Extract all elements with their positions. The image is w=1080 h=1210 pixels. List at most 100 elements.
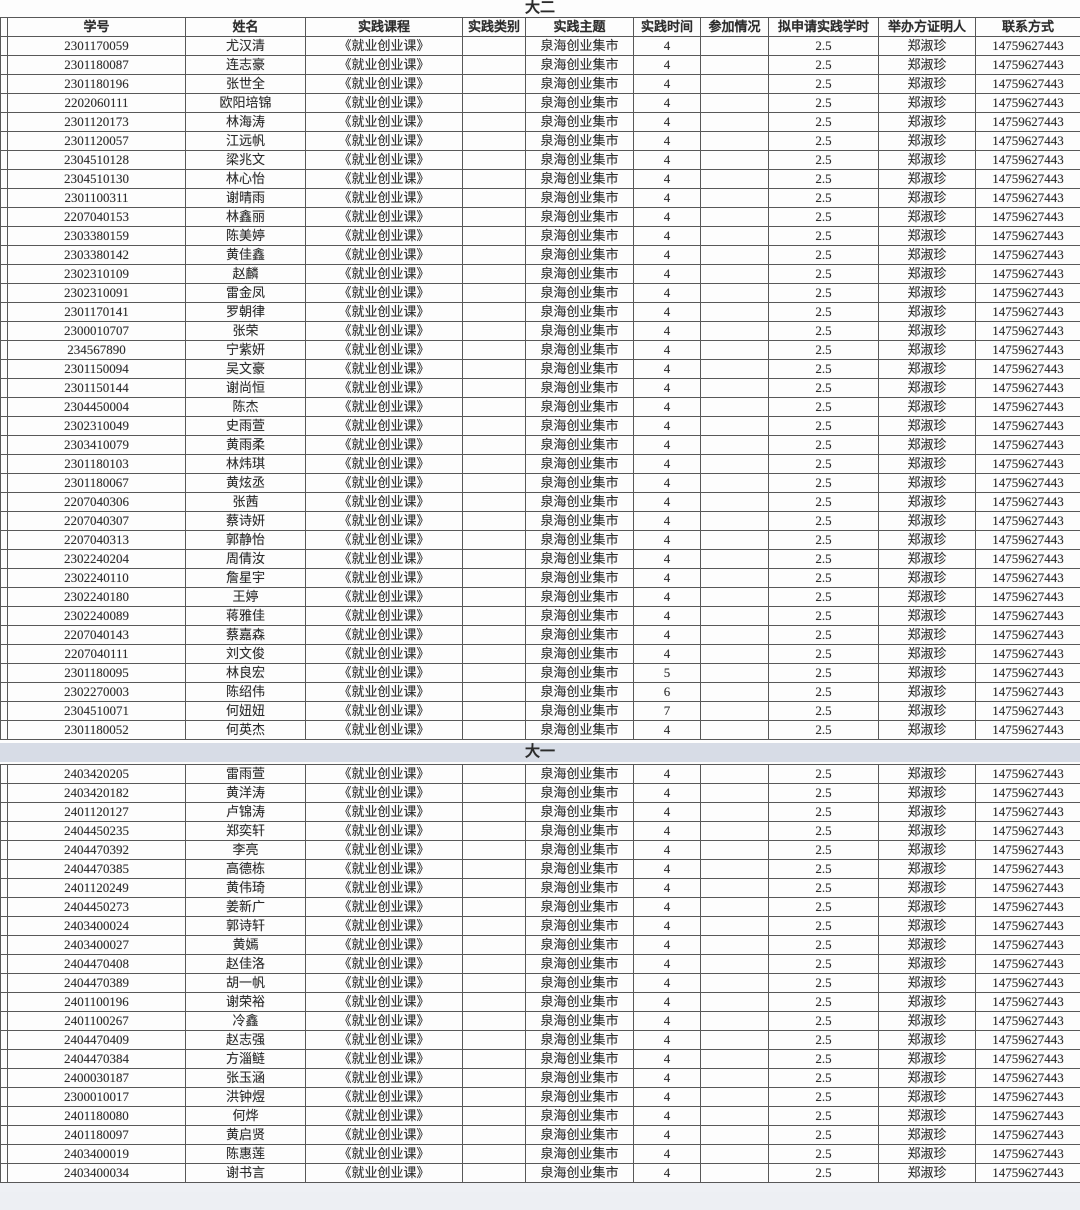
cell-witness: 郑淑珍 — [878, 93, 976, 113]
cell-student-id: 2304510130 — [7, 169, 186, 189]
cell-participation — [700, 916, 769, 936]
table-row: 2207040306 张茜 《就业创业课》 泉海创业集市 4 2.5 郑淑珍 1… — [0, 492, 1080, 512]
cell-contact: 14759627443 — [975, 226, 1080, 246]
cell-hours: 2.5 — [768, 397, 879, 417]
cell-name: 史雨萱 — [185, 416, 306, 436]
cell-name: 姜新广 — [185, 897, 306, 917]
cell-gutter — [0, 954, 8, 974]
cell-course: 《就业创业课》 — [305, 1087, 463, 1107]
cell-student-id: 2401180080 — [7, 1106, 186, 1126]
cell-name: 罗朝律 — [185, 302, 306, 322]
cell-theme: 泉海创业集市 — [525, 1011, 634, 1031]
cell-student-id: 2304450004 — [7, 397, 186, 417]
cell-gutter — [0, 916, 8, 936]
cell-name: 林心怡 — [185, 169, 306, 189]
cell-witness: 郑淑珍 — [878, 169, 976, 189]
cell-hours: 2.5 — [768, 264, 879, 284]
cell-course: 《就业创业课》 — [305, 644, 463, 664]
table-row: 2207040143 蔡嘉森 《就业创业课》 泉海创业集市 4 2.5 郑淑珍 … — [0, 625, 1080, 645]
cell-student-id: 2303380159 — [7, 226, 186, 246]
cell-name: 蔡嘉森 — [185, 625, 306, 645]
cell-contact: 14759627443 — [975, 878, 1080, 898]
cell-gutter — [0, 454, 8, 474]
cell-name: 张世全 — [185, 74, 306, 94]
cell-contact: 14759627443 — [975, 973, 1080, 993]
cell-course: 《就业创业课》 — [305, 435, 463, 455]
cell-theme: 泉海创业集市 — [525, 93, 634, 113]
cell-theme: 泉海创业集市 — [525, 644, 634, 664]
table-row: 2403400019 陈惠莲 《就业创业课》 泉海创业集市 4 2.5 郑淑珍 … — [0, 1144, 1080, 1164]
cell-time: 4 — [633, 606, 701, 626]
cell-participation — [700, 663, 769, 683]
table-row: 2304450004 陈杰 《就业创业课》 泉海创业集市 4 2.5 郑淑珍 1… — [0, 397, 1080, 417]
cell-name: 谢尚恒 — [185, 378, 306, 398]
table-row: 2401100267 冷鑫 《就业创业课》 泉海创业集市 4 2.5 郑淑珍 1… — [0, 1011, 1080, 1031]
table-row: 2401180080 何烨 《就业创业课》 泉海创业集市 4 2.5 郑淑珍 1… — [0, 1106, 1080, 1126]
cell-name: 詹星宇 — [185, 568, 306, 588]
cell-student-id: 2207040307 — [7, 511, 186, 531]
cell-time: 4 — [633, 188, 701, 208]
cell-time: 4 — [633, 840, 701, 860]
cell-category — [462, 74, 526, 94]
table-row: 2403420182 黄洋涛 《就业创业课》 泉海创业集市 4 2.5 郑淑珍 … — [0, 783, 1080, 803]
cell-witness: 郑淑珍 — [878, 321, 976, 341]
cell-category — [462, 897, 526, 917]
cell-course: 《就业创业课》 — [305, 802, 463, 822]
cell-hours: 2.5 — [768, 93, 879, 113]
cell-hours: 2.5 — [768, 302, 879, 322]
cell-contact: 14759627443 — [975, 859, 1080, 879]
cell-name: 张茜 — [185, 492, 306, 512]
cell-gutter — [0, 93, 8, 113]
cell-category — [462, 207, 526, 227]
cell-witness: 郑淑珍 — [878, 549, 976, 569]
cell-category — [462, 587, 526, 607]
cell-participation — [700, 1125, 769, 1145]
cell-contact: 14759627443 — [975, 302, 1080, 322]
cell-hours: 2.5 — [768, 840, 879, 860]
cell-participation — [700, 720, 769, 740]
cell-contact: 14759627443 — [975, 821, 1080, 841]
cell-contact: 14759627443 — [975, 1049, 1080, 1069]
cell-contact: 14759627443 — [975, 701, 1080, 721]
cell-theme: 泉海创业集市 — [525, 245, 634, 265]
cell-course: 《就业创业课》 — [305, 36, 463, 56]
cell-name: 黄嫣 — [185, 935, 306, 955]
cell-participation — [700, 1144, 769, 1164]
cell-theme: 泉海创业集市 — [525, 302, 634, 322]
cell-participation — [700, 416, 769, 436]
table-row: 2404470385 高德栋 《就业创业课》 泉海创业集市 4 2.5 郑淑珍 … — [0, 859, 1080, 879]
table-row: 2301120173 林海涛 《就业创业课》 泉海创业集市 4 2.5 郑淑珍 … — [0, 112, 1080, 132]
cell-witness: 郑淑珍 — [878, 1068, 976, 1088]
cell-contact: 14759627443 — [975, 1011, 1080, 1031]
cell-hours: 2.5 — [768, 340, 879, 360]
cell-time: 4 — [633, 131, 701, 151]
cell-category — [462, 1030, 526, 1050]
table-row: 2401100196 谢荣裕 《就业创业课》 泉海创业集市 4 2.5 郑淑珍 … — [0, 992, 1080, 1012]
cell-student-id: 2303410079 — [7, 435, 186, 455]
cell-theme: 泉海创业集市 — [525, 606, 634, 626]
cell-category — [462, 840, 526, 860]
table-row: 2301100311 谢晴雨 《就业创业课》 泉海创业集市 4 2.5 郑淑珍 … — [0, 188, 1080, 208]
cell-contact: 14759627443 — [975, 378, 1080, 398]
cell-theme: 泉海创业集市 — [525, 55, 634, 75]
cell-time: 4 — [633, 416, 701, 436]
cell-category — [462, 568, 526, 588]
cell-witness: 郑淑珍 — [878, 1106, 976, 1126]
cell-course: 《就业创业课》 — [305, 302, 463, 322]
cell-theme: 泉海创业集市 — [525, 682, 634, 702]
cell-name: 洪钟煜 — [185, 1087, 306, 1107]
cell-name: 方淄鲢 — [185, 1049, 306, 1069]
cell-participation — [700, 473, 769, 493]
cell-contact: 14759627443 — [975, 131, 1080, 151]
cell-category — [462, 878, 526, 898]
cell-category — [462, 1144, 526, 1164]
cell-hours: 2.5 — [768, 1049, 879, 1069]
cell-course: 《就业创业课》 — [305, 169, 463, 189]
cell-name: 黄雨柔 — [185, 435, 306, 455]
cell-witness: 郑淑珍 — [878, 207, 976, 227]
cell-participation — [700, 802, 769, 822]
cell-student-id: 2401100196 — [7, 992, 186, 1012]
cell-student-id: 2301180103 — [7, 454, 186, 474]
cell-course: 《就业创业课》 — [305, 397, 463, 417]
cell-theme: 泉海创业集市 — [525, 131, 634, 151]
